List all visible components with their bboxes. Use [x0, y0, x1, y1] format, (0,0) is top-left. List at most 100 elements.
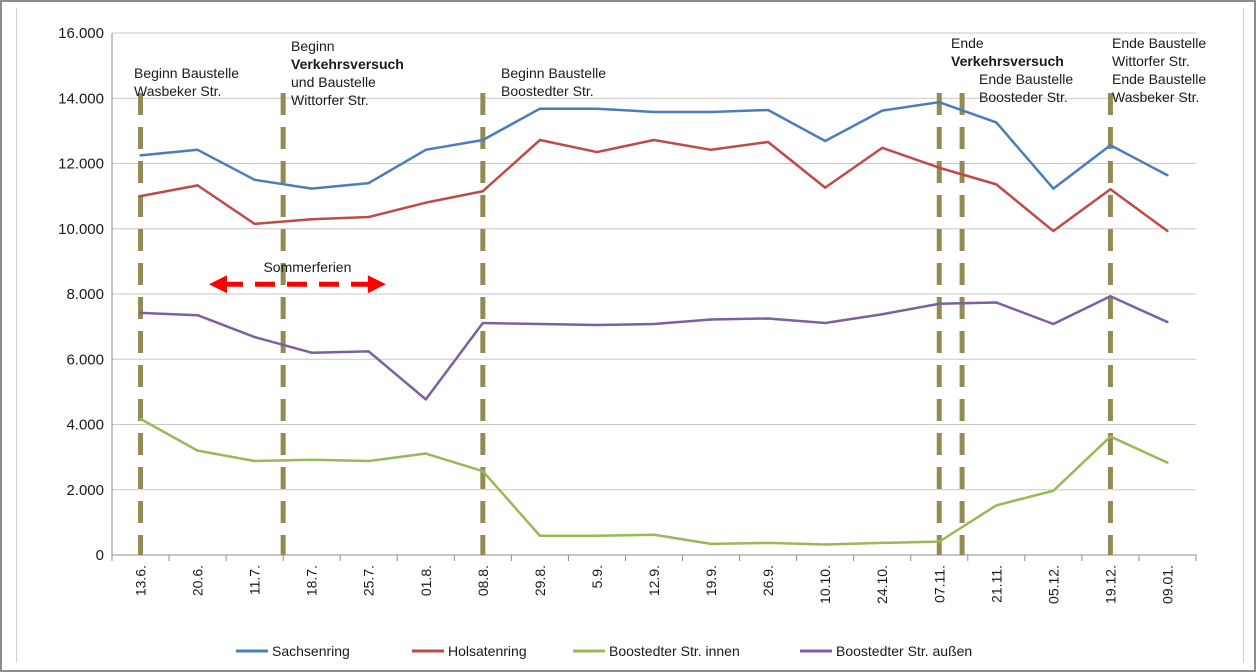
data-point	[310, 218, 313, 221]
data-point	[823, 186, 827, 189]
x-tick-label: 12.9.	[646, 565, 662, 596]
data-point	[1052, 187, 1055, 190]
data-point	[1166, 174, 1169, 177]
data-point	[766, 541, 770, 545]
data-point	[139, 417, 142, 421]
data-point	[310, 458, 313, 461]
marker-label-line: Wasbeker Str.	[134, 83, 221, 99]
y-tick-label: 12.000	[58, 156, 104, 173]
data-point	[538, 138, 542, 142]
x-tick-label: 10.10.	[817, 565, 833, 604]
data-point	[538, 534, 542, 537]
data-point	[196, 449, 199, 452]
data-point	[652, 138, 656, 142]
x-tick-label: 29.8.	[532, 565, 548, 596]
data-point	[881, 146, 884, 150]
data-point	[1109, 435, 1112, 438]
data-point	[424, 201, 427, 204]
data-point	[481, 469, 485, 473]
marker-label-line: Wittorfer Str.	[1112, 53, 1190, 69]
data-point	[709, 318, 713, 321]
marker-label-line: Beginn	[291, 38, 335, 54]
data-point	[766, 317, 770, 320]
data-point	[938, 100, 941, 104]
data-point	[481, 138, 485, 142]
y-tick-label: 10.000	[58, 221, 104, 238]
data-point	[253, 335, 256, 339]
x-tick-label: 13.6.	[133, 565, 149, 596]
data-point	[1109, 188, 1112, 191]
x-tick-label: 26.9.	[760, 565, 776, 596]
data-point	[253, 178, 256, 182]
data-point	[139, 194, 142, 198]
data-point	[367, 181, 370, 185]
data-point	[1166, 229, 1169, 233]
marker-label-line: Ende Baustelle	[979, 71, 1073, 87]
marker-label-line: Ende Baustelle	[1112, 71, 1206, 87]
data-point	[823, 321, 827, 325]
marker-label-line: Verkehrsversuch	[291, 56, 404, 72]
marker-label-line: Verkehrsversuch	[951, 53, 1064, 69]
x-tick-label: 5.9.	[589, 565, 605, 588]
data-point	[766, 108, 770, 112]
data-point	[196, 184, 199, 187]
y-tick-label: 6.000	[66, 351, 104, 368]
y-tick-label: 0	[96, 547, 104, 564]
data-point	[1109, 295, 1112, 298]
data-point	[367, 215, 370, 219]
x-tick-label: 01.8.	[418, 565, 434, 596]
data-point	[196, 314, 199, 317]
data-point	[1052, 322, 1055, 326]
data-point	[709, 148, 713, 151]
y-tick-label: 14.000	[58, 90, 104, 107]
series-line-boostedter-str-innen	[139, 417, 1168, 546]
data-point	[823, 139, 827, 143]
data-point	[1052, 489, 1055, 492]
data-point	[595, 150, 599, 154]
marker-label-line: Beginn Baustelle	[501, 65, 606, 81]
data-point	[995, 121, 998, 124]
x-tick-label: 25.7.	[361, 565, 377, 596]
x-axis-tick-labels: 13.6. 20.6. 11.7. 18.7. 25.7. 01.8. 08.8. 29.8.…	[111, 555, 1197, 604]
series-lines	[139, 100, 1169, 546]
grid-layer	[111, 32, 1196, 556]
data-point	[766, 140, 770, 144]
data-point	[823, 543, 827, 546]
x-tick-label: 24.10.	[874, 565, 890, 604]
data-point	[253, 222, 256, 226]
annotation-layer: Sommerferien	[208, 259, 386, 294]
marker-label-line: Wasbeker Str.	[1112, 89, 1199, 105]
marker-label-line: Boosteder Str.	[979, 89, 1068, 105]
data-point	[938, 540, 941, 543]
data-point	[938, 166, 941, 169]
data-point	[1052, 229, 1055, 233]
data-point	[995, 301, 998, 304]
data-point	[424, 398, 427, 401]
x-tick-label: 05.12.	[1045, 565, 1061, 604]
marker-label-line: Wittorfer Str.	[291, 92, 369, 108]
data-point	[652, 110, 656, 114]
data-point	[481, 190, 485, 193]
x-tick-label: 07.11.	[931, 565, 947, 603]
data-point	[881, 541, 884, 545]
data-point	[995, 183, 998, 186]
legend-label: Sachsenring	[272, 643, 350, 659]
data-point	[367, 350, 370, 353]
y-tick-label: 8.000	[66, 286, 104, 303]
marker-label-line: Boostedter Str.	[501, 83, 594, 99]
legend-label: Boostedter Str. außen	[836, 643, 972, 659]
marker-label-line: Ende Baustelle	[1112, 35, 1206, 51]
series-line-boostedter-str-au-en	[140, 295, 1168, 401]
data-point	[367, 459, 370, 463]
x-tick-label: 18.7.	[304, 565, 320, 596]
data-point	[481, 321, 485, 325]
legend-label: Boostedter Str. innen	[609, 643, 740, 659]
chart-area-border	[16, 8, 1244, 662]
x-tick-label: 19.9.	[703, 565, 719, 596]
data-point	[139, 311, 142, 315]
y-tick-label: 16.000	[58, 25, 104, 42]
event-markers	[138, 93, 1113, 555]
data-point	[538, 322, 542, 326]
